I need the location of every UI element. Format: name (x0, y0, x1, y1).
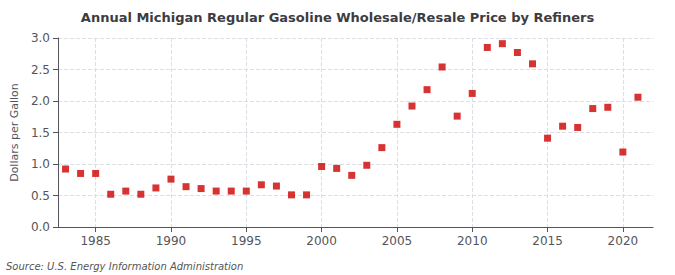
svg-text:2005: 2005 (382, 234, 413, 248)
svg-text:2010: 2010 (457, 234, 488, 248)
svg-text:3.0: 3.0 (31, 31, 50, 45)
svg-text:0.0: 0.0 (31, 220, 50, 234)
svg-text:1.0: 1.0 (31, 157, 50, 171)
svg-text:2.5: 2.5 (31, 63, 50, 77)
svg-text:Dollars per Gallon: Dollars per Gallon (8, 83, 21, 182)
svg-text:2.0: 2.0 (31, 94, 50, 108)
svg-text:2000: 2000 (306, 234, 337, 248)
svg-text:1985: 1985 (80, 234, 111, 248)
svg-text:1.5: 1.5 (31, 126, 50, 140)
svg-text:1995: 1995 (231, 234, 262, 248)
svg-text:2015: 2015 (532, 234, 563, 248)
svg-text:Annual Michigan Regular Gasoli: Annual Michigan Regular Gasoline Wholesa… (81, 10, 595, 25)
svg-text:1990: 1990 (156, 234, 187, 248)
svg-text:2020: 2020 (608, 234, 639, 248)
svg-text:Source: U.S. Energy Informatio: Source: U.S. Energy Information Administ… (6, 261, 243, 272)
svg-text:0.5: 0.5 (31, 189, 50, 203)
